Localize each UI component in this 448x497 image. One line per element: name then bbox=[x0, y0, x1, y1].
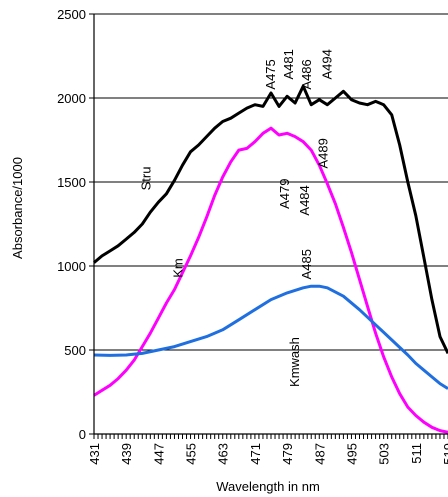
series-lines bbox=[93, 84, 448, 434]
y-tick-label: 0 bbox=[79, 427, 86, 442]
annotation-label: A485 bbox=[299, 249, 314, 279]
y-axis-title: Absorbance/1000 bbox=[10, 157, 25, 259]
annotations: Stru Km Kmwash A475 A481 A486 A494 A479 A484 A489… bbox=[138, 49, 334, 387]
x-axis-title: Wavelength in nm bbox=[216, 479, 320, 494]
annotation-label: Stru bbox=[138, 167, 153, 191]
x-tick-label: 471 bbox=[248, 443, 263, 465]
series-line-km bbox=[93, 126, 448, 434]
annotation-label: A481 bbox=[281, 49, 296, 79]
y-tick-label: 2500 bbox=[57, 7, 86, 22]
x-tick-label: 447 bbox=[151, 443, 166, 465]
x-tick-label: 463 bbox=[216, 443, 231, 465]
y-tick-label: 1500 bbox=[57, 175, 86, 190]
x-tick-label: 495 bbox=[344, 443, 359, 465]
x-tick-label: 511 bbox=[409, 443, 424, 464]
x-tick-label: 487 bbox=[312, 443, 327, 465]
series-line-kmwash bbox=[93, 284, 448, 390]
y-tick-label: 1000 bbox=[57, 259, 86, 274]
annotation-label: A486 bbox=[299, 59, 314, 89]
x-tick-label: 479 bbox=[280, 443, 295, 465]
annotation-label: A475 bbox=[263, 59, 278, 89]
annotation-label: A494 bbox=[319, 49, 334, 79]
y-tick-label: 500 bbox=[64, 343, 86, 358]
annotation-label: A479 bbox=[277, 179, 292, 209]
x-tick-label: 503 bbox=[377, 443, 392, 465]
annotation-label: A484 bbox=[297, 185, 312, 215]
x-tick-label: 431 bbox=[87, 443, 102, 465]
tick-labels: 0 500 1000 1500 2000 2500 431 439 447 455 463 471 47… bbox=[57, 7, 448, 465]
x-tick-label: 455 bbox=[184, 443, 199, 465]
axes bbox=[89, 13, 448, 439]
annotation-label: Km bbox=[171, 258, 186, 278]
annotation-label: Kmwash bbox=[287, 337, 302, 387]
grid-lines bbox=[94, 13, 448, 351]
y-tick-label: 2000 bbox=[57, 91, 86, 106]
annotation-label: A489 bbox=[315, 138, 330, 168]
series-line-stru bbox=[93, 84, 448, 355]
x-tick-label: 519 bbox=[441, 443, 448, 465]
x-tick-label: 439 bbox=[119, 443, 134, 465]
